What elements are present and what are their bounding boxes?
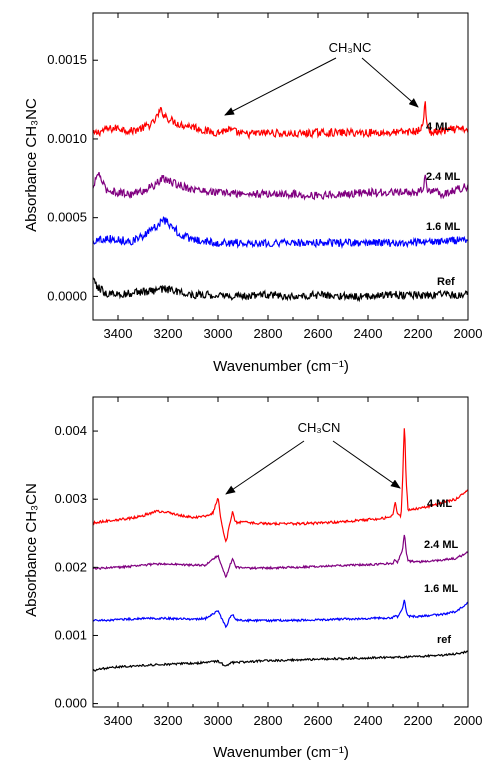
series-label-ref: ref [437, 634, 451, 646]
series-line-1-6-ml [93, 600, 468, 627]
x-tick-label: 3200 [154, 326, 183, 341]
series-line-2-4-ml [93, 172, 468, 199]
ch3nc-absorbance-panel: 3400 3200 3000 2800 2600 2400 2200 2000 0.00000… [23, 13, 482, 375]
ch3cn-absorbance-panel: 3400 3200 3000 2800 2600 2400 2200 2000 0.0000.… [23, 397, 482, 761]
series-line-4-ml [93, 428, 468, 541]
x-tick-label: 3400 [104, 713, 133, 728]
annotation-label: CH₃NC [329, 40, 372, 55]
y-axis: 0.000 0.001 0.002 0.003 0.004 [54, 423, 98, 711]
y-tick-label: 0.001 [54, 627, 87, 642]
plot-frame [93, 13, 468, 320]
series-label-2-4ml: 2.4 ML [424, 539, 459, 551]
x-tick-label: 3400 [104, 326, 133, 341]
annotation-arrow-left [226, 441, 304, 494]
series-line-ref [93, 279, 468, 301]
y-tick-label: 0.003 [54, 491, 87, 506]
x-tick-label: 2200 [404, 326, 433, 341]
x-tick-label: 2400 [354, 326, 383, 341]
y-tick-label: 0.000 [54, 696, 87, 711]
y-tick-label: 0.0005 [47, 210, 87, 225]
x-tick-label: 2400 [354, 713, 383, 728]
annotation-arrow-left [225, 58, 336, 115]
annotation-arrow-right [333, 441, 400, 488]
y-axis: 0.0000 0.0005 0.0010 0.0015 [47, 52, 98, 303]
y-tick-label: 0.0015 [47, 52, 87, 67]
y-axis-title: Absorbance CH₃CN [23, 483, 40, 617]
x-axis: 3400 3200 3000 2800 2600 2400 2200 2000 [93, 397, 482, 728]
y-tick-label: 0.0010 [47, 131, 87, 146]
x-axis-title: Wavenumber (cm⁻¹) [213, 744, 349, 761]
x-tick-label: 2600 [304, 326, 333, 341]
annotation-arrow-right [362, 58, 418, 107]
y-tick-label: 0.004 [54, 423, 87, 438]
annotation-label: CH₃CN [298, 420, 341, 435]
y-tick-label: 0.0000 [47, 288, 87, 303]
x-tick-label: 2000 [454, 713, 483, 728]
series-line-2-4-ml [93, 535, 468, 577]
x-tick-label: 3000 [204, 713, 233, 728]
x-tick-label: 2800 [254, 713, 283, 728]
series-line-4-ml [93, 101, 468, 137]
x-tick-label: 3200 [154, 713, 183, 728]
series-label-4ml: 4 ML [426, 121, 451, 133]
x-tick-label: 2200 [404, 713, 433, 728]
y-tick-label: 0.002 [54, 559, 87, 574]
series-label-4ml: 4 ML [427, 498, 452, 510]
x-axis-title: Wavenumber (cm⁻¹) [213, 358, 349, 375]
x-tick-label: 2800 [254, 326, 283, 341]
series-label-2-4ml: 2.4 ML [426, 171, 461, 183]
series-label-1-6ml: 1.6 ML [424, 583, 459, 595]
series-line-1-6-ml [93, 217, 468, 247]
x-tick-label: 3000 [204, 326, 233, 341]
x-tick-label: 2600 [304, 713, 333, 728]
x-tick-label: 2000 [454, 326, 483, 341]
series-line-ref [93, 651, 468, 671]
series-label-1-6ml: 1.6 ML [426, 221, 461, 233]
y-axis-title: Absorbance CH₃NC [23, 98, 40, 232]
series-label-ref: Ref [437, 276, 455, 288]
